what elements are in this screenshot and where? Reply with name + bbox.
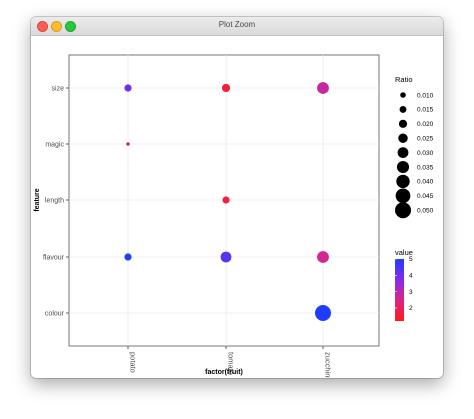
x-axis-title: factor(fruit) [205, 369, 243, 376]
y-axis-ticks: colour flavour length magic size [43, 86, 69, 318]
size-legend-key [398, 119, 408, 128]
size-legend-key [399, 105, 407, 113]
plot-area: colour flavour length magic size potato tomat… [34, 54, 434, 378]
data-point [222, 196, 230, 204]
size-legend-label: 0.045 [417, 193, 434, 200]
size-legend-label: 0.025 [417, 136, 434, 143]
size-legend-key [398, 133, 408, 143]
size-legend-label: 0.020 [417, 121, 434, 128]
size-legend-key [396, 174, 410, 189]
window-title: Plot Zoom [218, 20, 256, 29]
minimize-button[interactable] [51, 21, 62, 32]
size-legend-label: 0.030 [417, 150, 434, 157]
color-legend-label: 2 [409, 305, 413, 312]
y-tick-label: length [45, 198, 64, 205]
y-tick-label: flavour [43, 255, 65, 262]
color-legend-label: 3 [409, 289, 413, 296]
size-legend: 0.010 0.015 0.020 0.025 0.030 0.035 0.040 0.045… [395, 92, 434, 219]
data-point [317, 251, 329, 263]
size-legend-key [395, 202, 411, 219]
y-axis-title: feature [34, 188, 41, 211]
color-legend-bar [395, 259, 404, 321]
data-point [221, 83, 231, 93]
zoom-button[interactable] [65, 21, 76, 32]
data-point [124, 253, 132, 261]
size-legend-label: 0.010 [417, 92, 434, 99]
title-bar: Plot Zoom [31, 17, 443, 36]
size-legend-label: 0.050 [417, 208, 434, 215]
plot-zoom-window: Plot Zoom colour flavour length magic size p… [31, 17, 443, 378]
color-legend-label: 4 [409, 273, 413, 280]
color-legend-label: 5 [409, 256, 413, 263]
x-tick-label: tomato [227, 352, 236, 375]
data-point [315, 305, 331, 321]
color-legend-labels: 5 4 3 2 [395, 256, 413, 312]
color-legend-title: value [395, 248, 413, 257]
close-button[interactable] [37, 21, 48, 32]
size-legend-key [400, 92, 406, 98]
x-axis-ticks: potato tomato zucchini [127, 346, 333, 378]
size-legend-key [396, 160, 410, 174]
size-legend-key [395, 188, 411, 204]
data-points [124, 82, 331, 321]
data-point [126, 142, 130, 146]
data-point [124, 84, 132, 92]
size-legend-title: Ratio [395, 75, 413, 84]
data-point [317, 82, 329, 94]
y-tick-label: size [52, 86, 65, 93]
size-legend-label: 0.015 [417, 107, 434, 114]
y-tick-label: magic [45, 142, 64, 149]
x-tick-label: zucchini [324, 352, 333, 378]
size-legend-label: 0.035 [417, 164, 434, 171]
size-legend-key [397, 147, 409, 158]
size-legend-label: 0.040 [417, 179, 434, 186]
y-tick-label: colour [45, 311, 65, 318]
data-point [220, 251, 232, 263]
x-tick-label: potato [129, 352, 138, 373]
